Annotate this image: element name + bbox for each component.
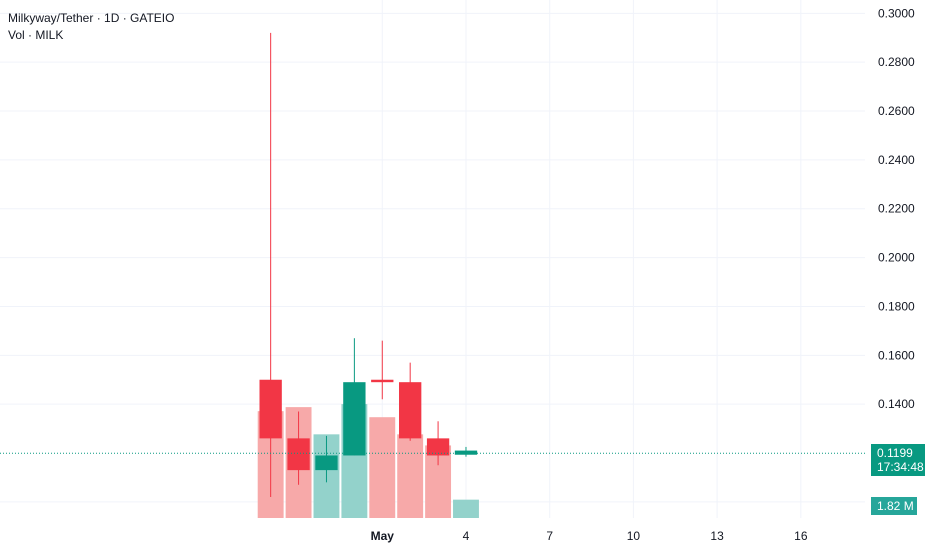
price-tick-label: 0.3000 bbox=[878, 6, 915, 20]
price-tick-label: 0.1400 bbox=[878, 397, 915, 411]
candle[interactable] bbox=[399, 362, 422, 441]
volume-bar bbox=[369, 417, 396, 518]
price-tick-label: 0.1800 bbox=[878, 299, 915, 313]
candle-body bbox=[315, 455, 338, 471]
price-axis: 0.3000 0.2800 0.2600 0.2400 0.2200 0.2000 0.18… bbox=[878, 6, 915, 509]
grid-lines bbox=[0, 0, 865, 518]
candle-body bbox=[454, 450, 478, 455]
price-tick-label: 0.2600 bbox=[878, 104, 915, 118]
price-tick-label: 0.2400 bbox=[878, 153, 915, 167]
time-axis: May 4 7 10 13 16 bbox=[371, 529, 808, 543]
last-price-tag: 0.1199 17:34:48 bbox=[871, 444, 925, 477]
candle-body bbox=[343, 382, 366, 456]
candle-body bbox=[259, 379, 282, 439]
candle[interactable] bbox=[287, 411, 310, 485]
candles bbox=[259, 32, 478, 497]
candle-body bbox=[426, 438, 450, 456]
candle[interactable] bbox=[315, 435, 338, 483]
time-tick-label: 7 bbox=[546, 529, 553, 543]
volume-value-tag: 1.82 M bbox=[871, 497, 917, 515]
price-tick-label: 0.2000 bbox=[878, 251, 915, 265]
volume-bar bbox=[453, 499, 479, 518]
time-tick-label: 4 bbox=[463, 529, 470, 543]
symbol-title: Milkyway/Tether · 1D · GATEIO bbox=[8, 11, 175, 25]
price-tick-label: 0.2200 bbox=[878, 202, 915, 216]
candle-body bbox=[371, 379, 394, 383]
time-tick-label: 16 bbox=[794, 529, 808, 543]
candle[interactable] bbox=[343, 338, 366, 456]
candle[interactable] bbox=[454, 446, 478, 457]
bar-countdown: 17:34:48 bbox=[877, 460, 924, 475]
candle[interactable] bbox=[259, 32, 282, 497]
candle[interactable] bbox=[371, 340, 394, 400]
volume-bar bbox=[397, 434, 424, 518]
time-tick-label: 10 bbox=[627, 529, 641, 543]
legend: Milkyway/Tether · 1D · GATEIO Vol · MILK bbox=[8, 10, 174, 44]
last-price-value: 0.1199 bbox=[877, 446, 913, 461]
candle[interactable] bbox=[426, 421, 450, 466]
price-tick-label: 0.1600 bbox=[878, 348, 915, 362]
price-tick-label: 0.2800 bbox=[878, 55, 915, 69]
candle-body bbox=[399, 382, 422, 439]
time-tick-label: May bbox=[371, 529, 395, 543]
time-tick-label: 13 bbox=[710, 529, 724, 543]
volume-label: Vol · MILK bbox=[8, 28, 64, 42]
candle-body bbox=[287, 438, 310, 471]
